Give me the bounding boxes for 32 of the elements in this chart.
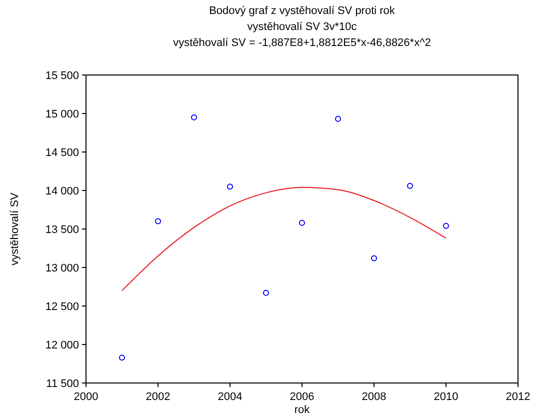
y-tick-label: 15 500 — [45, 70, 79, 82]
y-tick-label: 13 000 — [45, 262, 79, 274]
y-tick-label: 14 500 — [45, 147, 79, 159]
point — [191, 114, 197, 120]
x-tick-label: 2002 — [146, 391, 170, 403]
x-axis-title: rok — [294, 404, 310, 416]
y-axis-title: vystěhovalí SV — [9, 192, 21, 266]
chart-title: Bodový graf z vystěhovalí SV proti rok — [209, 5, 396, 17]
x-tick-label: 2008 — [362, 391, 386, 403]
text: vystěhovalí SV = -1,887E8+1,8812E5*x-46,8826*x^2 — [173, 37, 431, 49]
point — [119, 354, 125, 361]
point — [263, 290, 269, 296]
x-tick-label: 2004 — [218, 391, 242, 403]
point — [299, 220, 305, 226]
y-tick-label: 12 500 — [45, 301, 79, 313]
x-tick-label: 2006 — [290, 391, 314, 403]
line-series — [122, 186, 446, 292]
y-tick-label: 14 000 — [45, 186, 79, 198]
point — [407, 182, 413, 189]
point — [227, 184, 233, 190]
x-tick-label: 2012 — [506, 391, 530, 403]
x-tick-label: 2000 — [74, 391, 98, 403]
y-tick-label: 13 500 — [45, 224, 79, 236]
y-tick-label: 11 500 — [46, 378, 79, 390]
x-tick-label: 2010 — [434, 391, 458, 403]
y-tick-label: 12 000 — [45, 340, 79, 352]
y-tick-label: 15 000 — [45, 108, 79, 120]
point — [335, 116, 341, 122]
chart-subtitle: vystěhovalí SV 3v*10c — [247, 21, 358, 33]
point — [155, 218, 161, 224]
point — [371, 255, 377, 262]
point — [443, 222, 449, 229]
